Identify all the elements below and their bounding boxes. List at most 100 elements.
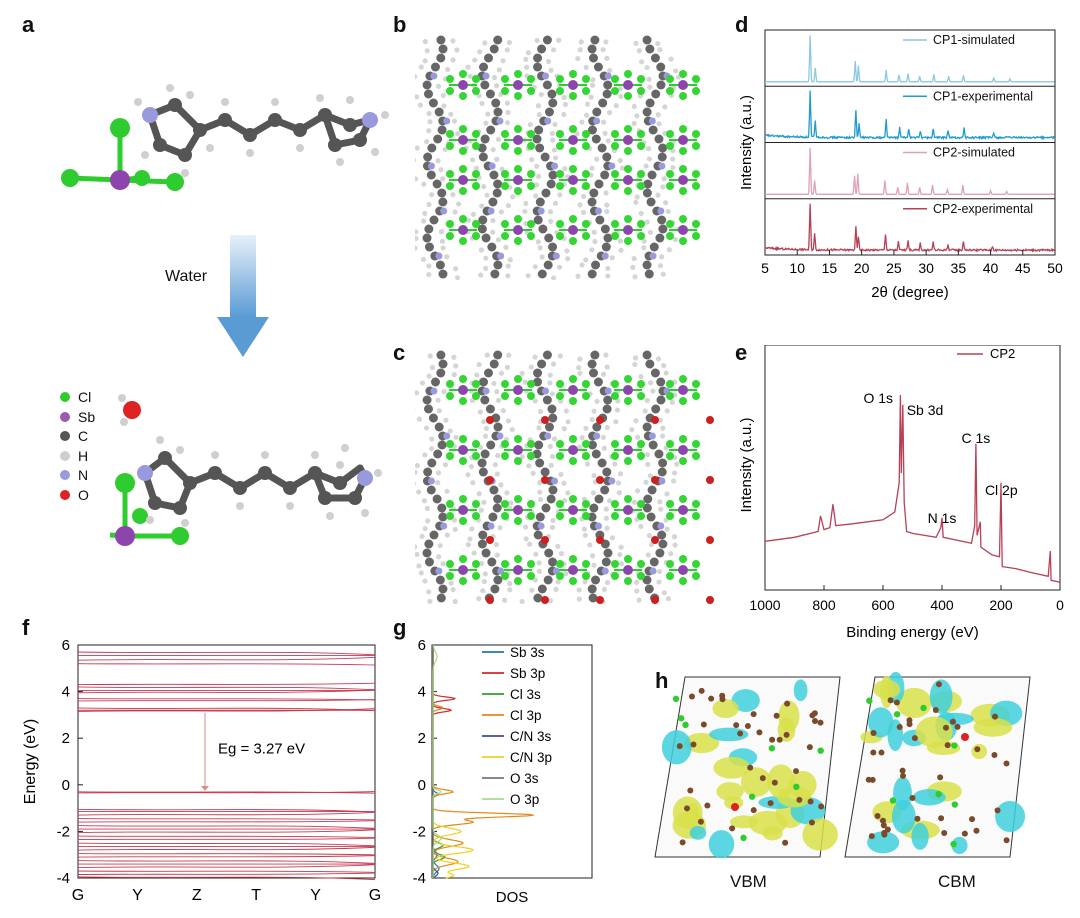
carbon-atom [534, 440, 544, 450]
legend-swatch [60, 450, 70, 461]
isosurface-lobe [867, 831, 900, 854]
energy-band [77, 808, 376, 813]
energy-band [77, 682, 376, 686]
hydrogen-atom [632, 361, 638, 367]
hydrogen-atom [415, 176, 419, 182]
hydrogen-atom [563, 408, 569, 414]
xrd-series-line [764, 90, 1055, 141]
chlorine-atom [677, 715, 685, 722]
chlorine-atom [501, 75, 509, 83]
hydrogen-atom [474, 372, 480, 378]
chlorine-atom [611, 500, 619, 508]
hydrogen-atom [451, 372, 457, 378]
hydrogen-atom [604, 525, 610, 531]
chlorine-atom [556, 75, 564, 83]
chlorine-atom [556, 220, 564, 228]
hydrogen-atom [558, 471, 564, 478]
hydrogen-atom [646, 156, 652, 162]
chlorine-atom [459, 517, 467, 525]
hydrogen-atom [497, 525, 503, 531]
carbon-atom [651, 404, 661, 414]
energy-band [77, 818, 376, 821]
hydrogen-atom [607, 67, 613, 74]
hydrogen-atom [505, 263, 511, 269]
energy-band [77, 663, 376, 666]
legend-label: C/N 3p [510, 750, 552, 765]
chlorine-atom [514, 495, 522, 503]
isosurface-lobe [880, 675, 894, 709]
hydrogen-atom [537, 489, 543, 495]
carbon-atom [535, 512, 545, 522]
hydrogen-atom [645, 146, 652, 152]
x-axis-label: DOS [496, 889, 529, 906]
atom [914, 815, 921, 822]
x-tick-label: 20 [854, 260, 870, 276]
hydrogen-atom [441, 103, 447, 109]
carbon-atom [602, 467, 612, 477]
antimony-atom [513, 80, 523, 90]
nitrogen-atom [537, 522, 545, 530]
carbon-atom [433, 449, 443, 459]
atom [870, 729, 877, 736]
panel-label-e: e [735, 340, 748, 365]
hydrogen-atom [534, 163, 540, 169]
chlorine-atom [556, 182, 564, 190]
chlorine-atom [527, 512, 535, 520]
chlorine-atom [514, 125, 522, 133]
hydrogen-atom [645, 461, 651, 467]
chlorine-atom [556, 440, 564, 448]
hydrogen-atom [494, 156, 500, 162]
chlorine-atom [611, 572, 619, 580]
atom [909, 794, 916, 801]
chlorine-atom [459, 165, 467, 173]
atom [942, 724, 949, 731]
hydrogen-atom [524, 64, 530, 70]
carbon-atom [598, 98, 608, 108]
oxygen-atom [596, 536, 604, 544]
hydrogen-atom [453, 434, 459, 440]
vbm-label: VBM [730, 872, 767, 891]
antimony-atom [623, 135, 633, 145]
legend-entry-h: H [60, 447, 95, 467]
hydrogen-atom [508, 500, 514, 506]
antimony-atom [623, 565, 633, 575]
chlorine-atom [514, 165, 522, 173]
hydrogen-atom [647, 229, 653, 235]
hydrogen-atom [494, 471, 500, 477]
energy-band [77, 699, 376, 702]
atom [676, 743, 683, 750]
atom [961, 830, 968, 837]
y-tick-label: -2 [413, 823, 426, 840]
hydrogen-atom [492, 462, 498, 468]
hydrogen-atom [425, 518, 431, 524]
x-tick-label: 1000 [749, 597, 780, 613]
chlorine-atom [527, 170, 535, 178]
oxygen-atom [596, 476, 604, 484]
chlorine-atom [472, 182, 480, 190]
atom [750, 807, 757, 814]
hydrogen-atom [523, 200, 529, 207]
antimony-atom [513, 225, 523, 235]
carbon-atom [478, 467, 488, 477]
chlorine-atom [501, 452, 509, 460]
carbon-atom [548, 413, 558, 423]
hydrogen-atom [660, 271, 666, 277]
chlorine-atom [624, 457, 632, 465]
hydrogen-atom [594, 398, 600, 404]
hydrogen-atom [429, 192, 435, 198]
hydrogen-atom [580, 209, 587, 216]
carbon-atom [483, 53, 493, 63]
hydrogen-atom [522, 208, 528, 215]
chlorine-atom [569, 165, 577, 173]
chlorine-atom [679, 237, 687, 245]
chlorine-atom [459, 215, 467, 223]
carbon-atom [591, 449, 601, 459]
legend-swatch [60, 470, 70, 480]
carbon-atom [489, 44, 499, 54]
hydrogen-atom [527, 122, 533, 128]
chlorine-atom [556, 142, 564, 150]
chlorine-atom [611, 87, 619, 95]
carbon-atom [597, 143, 607, 153]
isosurface-lobe [708, 830, 735, 859]
nitrogen-atom [430, 387, 438, 395]
